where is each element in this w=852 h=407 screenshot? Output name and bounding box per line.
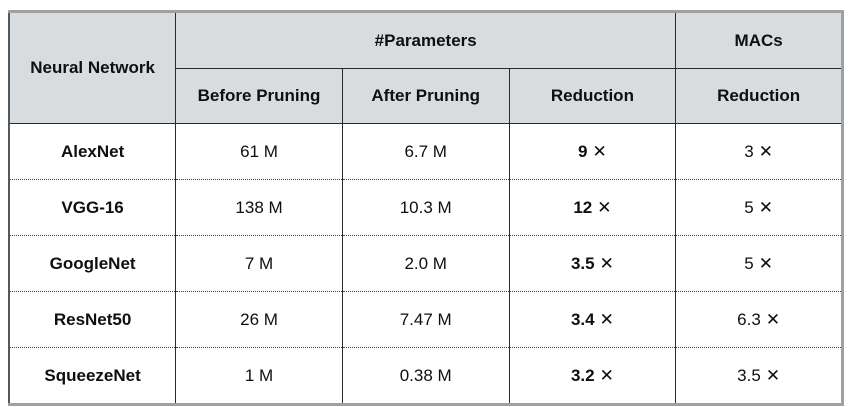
header-group-row: Neural Network #Parameters MACs [8,11,843,124]
macs-reduction-value: 3 [744,141,754,161]
cell-param-reduction: 3.2 ✕ [508,347,677,405]
header-after-pruning: After Pruning [341,68,510,124]
macs-reduction-value: 6.3 [737,309,761,329]
param-reduction-value: 3.2 [570,365,595,385]
macs-reduction-value: 5 [744,197,754,217]
cell-before-pruning: 26 M [175,291,343,348]
cell-after-pruning: 7.47 M [341,291,510,348]
cell-macs-reduction: 3.5 ✕ [675,347,843,405]
cell-before-pruning: 61 M [175,123,343,180]
times-symbol: ✕ [758,197,773,217]
pruning-results-table: Neural Network #Parameters MACs Before P… [8,10,844,406]
table-row: AlexNet 61 M 6.7 M 9 ✕ 3 ✕ [8,123,843,180]
cell-macs-reduction: 5 ✕ [675,179,843,236]
cell-before-pruning: 7 M [175,235,343,292]
cell-param-reduction: 3.4 ✕ [508,291,677,348]
table-body: AlexNet 61 M 6.7 M 9 ✕ 3 ✕ VGG-16 138 M 10.3 M 12 ✕… [8,123,843,405]
cell-after-pruning: 0.38 M [341,347,510,405]
table-header: Neural Network #Parameters MACs Before P… [8,11,843,124]
table-row: VGG-16 138 M 10.3 M 12 ✕ 5 ✕ [8,179,843,236]
macs-reduction-value: 5 [744,253,754,273]
cell-param-reduction: 3.5 ✕ [508,235,677,292]
times-symbol: ✕ [597,197,612,217]
cell-after-pruning: 2.0 M [341,235,510,292]
cell-before-pruning: 1 M [175,347,343,405]
cell-network: VGG-16 [8,179,177,236]
param-reduction-value: 3.5 [570,253,595,273]
cell-network: GoogleNet [8,235,177,292]
header-macs-reduction: Reduction [675,68,843,124]
cell-macs-reduction: 3 ✕ [675,123,843,180]
param-reduction-value: 12 [573,197,593,217]
times-symbol: ✕ [599,253,614,273]
cell-macs-reduction: 6.3 ✕ [675,291,843,348]
times-symbol: ✕ [599,365,614,385]
table-row: SqueezeNet 1 M 0.38 M 3.2 ✕ 3.5 ✕ [8,347,843,405]
cell-before-pruning: 138 M [175,179,343,236]
table-row: GoogleNet 7 M 2.0 M 3.5 ✕ 5 ✕ [8,235,843,292]
cell-after-pruning: 10.3 M [341,179,510,236]
header-sub-row: Before Pruning After Pruning Reduction R… [9,68,843,124]
times-symbol: ✕ [758,253,773,273]
times-symbol: ✕ [592,141,607,161]
cell-after-pruning: 6.7 M [341,123,510,180]
times-symbol: ✕ [765,365,781,385]
pruning-results-figure: Neural Network #Parameters MACs Before P… [8,10,844,406]
cell-param-reduction: 9 ✕ [508,123,677,180]
times-symbol: ✕ [765,309,781,329]
header-neural-network: Neural Network [8,11,177,124]
times-symbol: ✕ [758,141,773,161]
header-param-reduction: Reduction [508,68,677,124]
header-group-macs: MACs [675,11,843,69]
table-row: ResNet50 26 M 7.47 M 3.4 ✕ 6.3 ✕ [8,291,843,348]
cell-network: ResNet50 [8,291,177,348]
cell-network: AlexNet [8,123,177,180]
header-group-parameters: #Parameters [175,11,677,69]
header-before-pruning: Before Pruning [175,68,343,124]
macs-reduction-value: 3.5 [737,365,761,385]
cell-macs-reduction: 5 ✕ [675,235,843,292]
cell-param-reduction: 12 ✕ [508,179,677,236]
param-reduction-value: 3.4 [570,309,595,329]
times-symbol: ✕ [599,309,614,329]
cell-network: SqueezeNet [8,347,177,405]
param-reduction-value: 9 [578,141,588,161]
